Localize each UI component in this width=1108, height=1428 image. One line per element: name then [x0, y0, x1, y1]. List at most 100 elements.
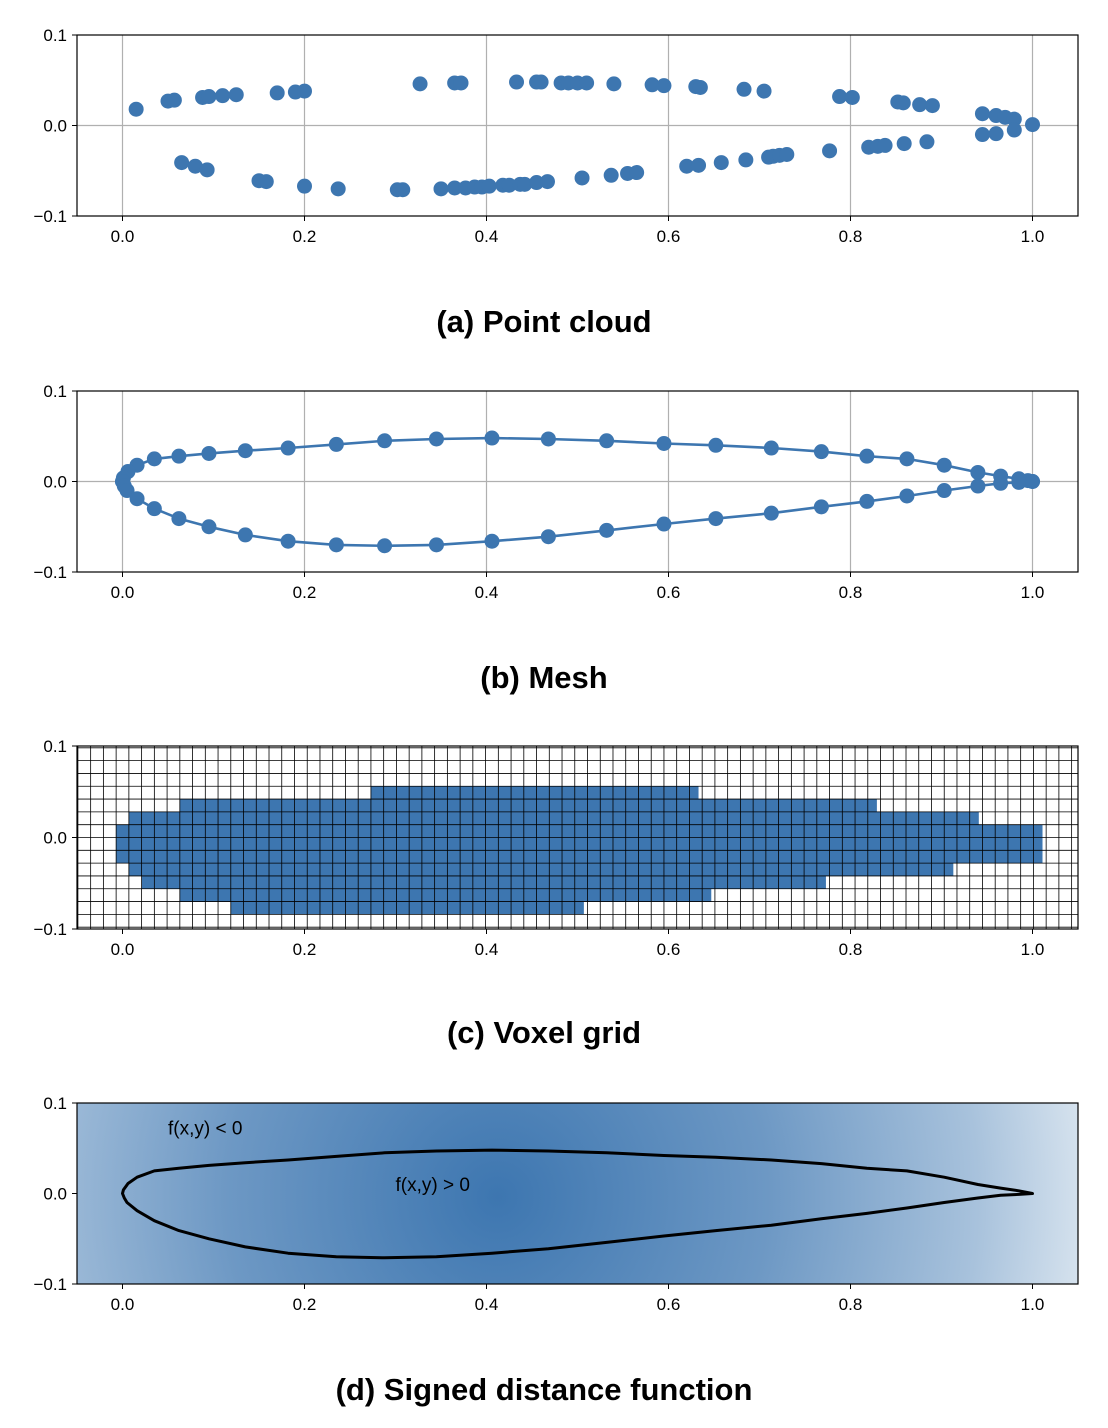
point-cloud-point — [1025, 117, 1040, 133]
mesh-vertex — [936, 483, 952, 499]
point-cloud-point — [692, 79, 708, 95]
point-cloud-point — [1006, 122, 1022, 138]
point-cloud-point — [974, 106, 990, 122]
x-tick-label: 0.2 — [293, 227, 317, 246]
x-tick-label: 1.0 — [1021, 1295, 1045, 1314]
x-tick-label: 0.4 — [475, 1295, 499, 1314]
panel-b-grid — [77, 391, 1078, 572]
point-cloud-point — [877, 137, 893, 153]
mesh-vertex — [970, 464, 986, 480]
point-cloud-point — [501, 177, 517, 193]
x-tick-label: 0.6 — [657, 940, 681, 959]
point-cloud-point — [603, 167, 619, 183]
y-tick-label: 0.1 — [43, 1094, 67, 1113]
y-tick-label: −0.1 — [33, 207, 67, 226]
x-tick-label: 0.2 — [293, 1295, 317, 1314]
mesh-vertex — [146, 501, 162, 517]
point-cloud-point — [297, 83, 312, 99]
mesh-vertex — [237, 443, 253, 459]
panel-c-caption: (c) Voxel grid — [447, 1015, 641, 1050]
mesh-vertex — [328, 537, 344, 553]
point-cloud-point — [517, 176, 533, 192]
x-tick-label: 0.0 — [111, 227, 135, 246]
point-cloud-point — [1006, 111, 1022, 127]
voxel-band — [128, 863, 954, 876]
point-cloud-point — [539, 174, 555, 190]
point-cloud-point — [433, 181, 449, 197]
panel-d-contour — [121, 1148, 1034, 1260]
point-cloud-point — [269, 85, 285, 101]
y-tick-label: 0.0 — [43, 473, 67, 492]
mesh-vertex — [1011, 474, 1027, 490]
point-cloud-point — [822, 143, 838, 159]
x-tick-label: 0.8 — [839, 583, 863, 602]
voxel-band — [116, 837, 1043, 851]
x-tick-label: 0.6 — [657, 227, 681, 246]
panel-a-xticks: 0.0 0.2 0.4 0.6 0.8 1.0 — [111, 216, 1045, 246]
mesh-vertex — [377, 538, 393, 554]
panel-d: f(x,y) < 0f(x,y) > 0 0.0 0.2 0.4 0.6 0.8 1.0 … — [33, 1094, 1079, 1407]
mesh-vertex — [280, 533, 296, 549]
voxel-band — [116, 824, 1043, 838]
panel-b-yticks: 0.1 0.0 −0.1 — [33, 382, 77, 582]
point-cloud-point — [736, 81, 752, 97]
point-cloud-point — [832, 89, 848, 105]
panel-b-xticks: 0.0 0.2 0.4 0.6 0.8 1.0 — [111, 572, 1044, 602]
mesh-vertex — [484, 430, 500, 446]
voxel-band — [370, 786, 699, 800]
voxel-band — [116, 850, 1043, 864]
panel-a-grid — [77, 35, 1078, 216]
y-tick-label: 0.1 — [43, 382, 67, 401]
y-tick-label: −0.1 — [33, 563, 67, 582]
point-cloud-point — [297, 178, 312, 194]
y-tick-label: −0.1 — [33, 920, 67, 939]
mesh-vertex — [599, 433, 615, 449]
point-cloud-point — [187, 158, 203, 174]
mesh-vertex — [813, 444, 829, 460]
x-tick-label: 1.0 — [1021, 940, 1045, 959]
mesh-vertex — [708, 511, 724, 527]
x-tick-label: 0.2 — [293, 583, 317, 602]
point-cloud-point — [606, 76, 622, 92]
point-cloud-point — [579, 75, 595, 91]
panel-d-field — [77, 1103, 1078, 1284]
panel-b: 0.0 0.2 0.4 0.6 0.8 1.0 0.1 0.0 −0.1 (b) Mesh — [33, 382, 1079, 695]
panel-a-points — [128, 74, 1040, 198]
x-tick-label: 1.0 — [1021, 227, 1045, 246]
mesh-vertex — [540, 431, 556, 447]
voxel-band — [230, 901, 584, 915]
point-cloud-point — [779, 146, 795, 162]
point-cloud-point — [447, 180, 463, 196]
mesh-vertex — [280, 440, 296, 456]
mesh-vertex — [237, 527, 253, 543]
point-cloud-point — [166, 92, 182, 108]
x-tick-label: 0.0 — [111, 1295, 135, 1314]
mesh-vertex — [899, 451, 915, 467]
point-cloud-point — [912, 97, 928, 113]
panel-b-caption: (b) Mesh — [480, 660, 607, 695]
point-cloud-point — [988, 126, 1004, 142]
point-cloud-point — [574, 170, 590, 186]
point-cloud-point — [738, 152, 754, 168]
x-tick-label: 0.4 — [475, 940, 499, 959]
x-tick-label: 0.6 — [657, 1295, 681, 1314]
panel-d-xticks: 0.0 0.2 0.4 0.6 0.8 1.0 — [111, 1284, 1045, 1314]
sdf-zero-contour — [121, 1148, 1034, 1260]
sdf-annotation: f(x,y) < 0 — [168, 1119, 242, 1140]
mesh-vertex — [146, 451, 162, 467]
mesh-vertex — [763, 505, 779, 521]
panel-c-voxels — [116, 786, 1043, 915]
mesh-vertex — [540, 529, 556, 545]
x-tick-label: 0.8 — [839, 227, 863, 246]
point-cloud-point — [924, 98, 940, 114]
x-tick-label: 0.6 — [657, 583, 681, 602]
mesh-vertex — [201, 519, 217, 535]
mesh-vertex — [328, 436, 344, 452]
voxel-band — [179, 799, 877, 812]
voxel-band — [128, 811, 979, 825]
mesh-vertex — [859, 493, 875, 509]
panel-c: 0.0 0.2 0.4 0.6 0.8 1.0 0.1 0.0 −0.1 (c) Voxel … — [33, 737, 1079, 1050]
mesh-vertex — [656, 435, 672, 451]
point-cloud-point — [644, 77, 660, 93]
y-tick-label: −0.1 — [33, 1275, 67, 1294]
